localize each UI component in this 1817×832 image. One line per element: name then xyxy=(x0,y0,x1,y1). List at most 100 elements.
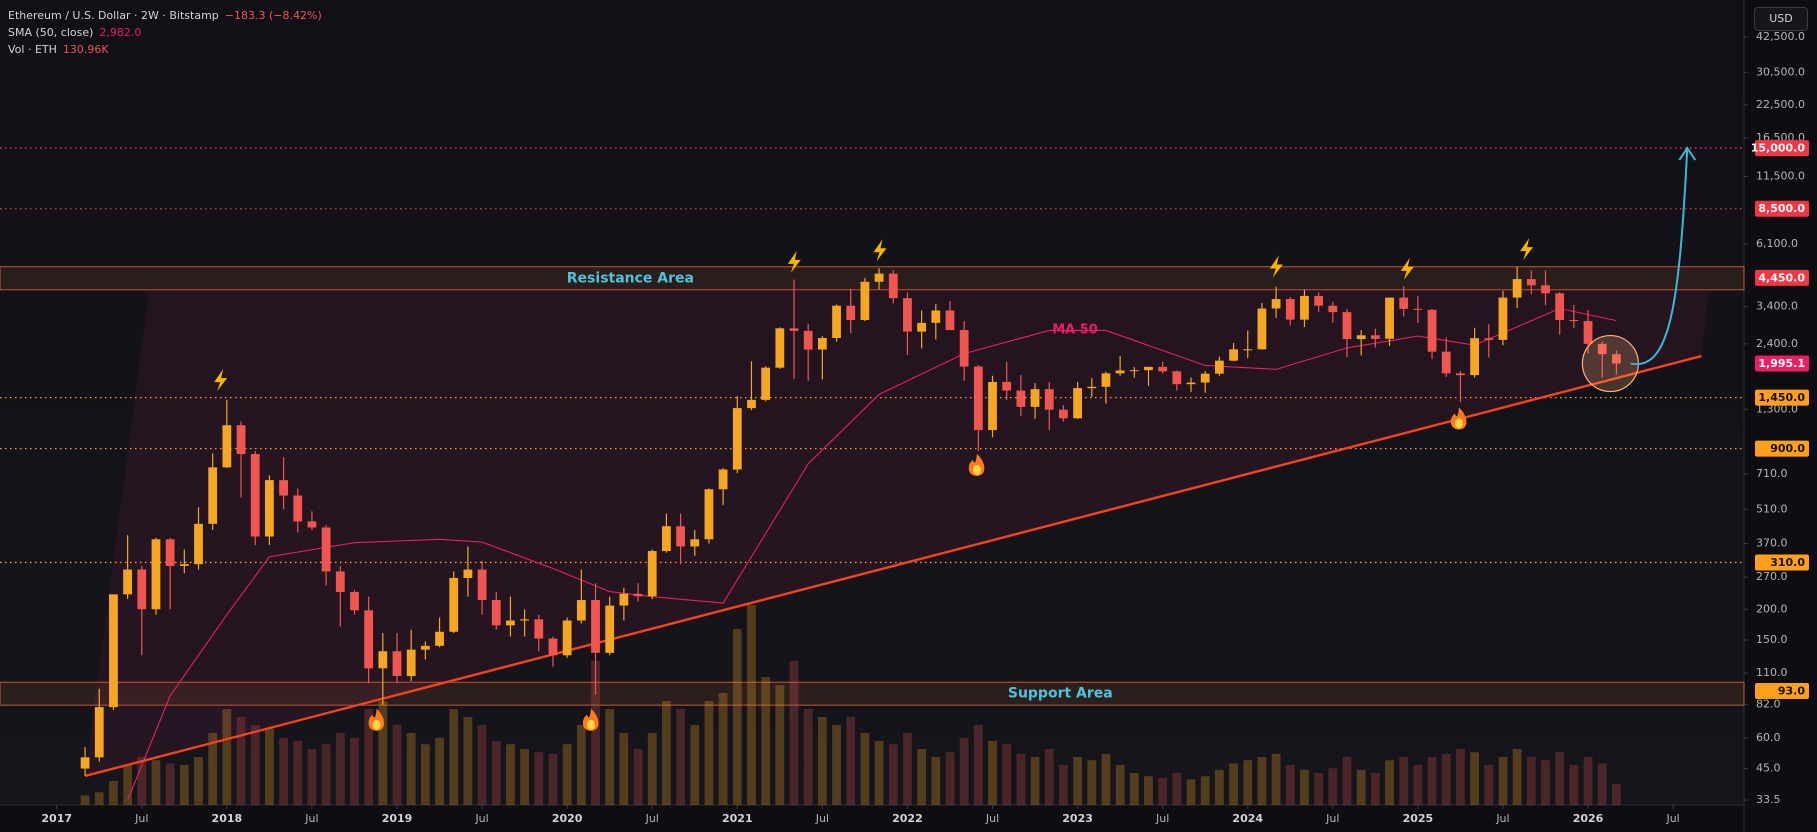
volume-bar xyxy=(463,717,473,805)
volume-bar xyxy=(491,741,501,805)
candle-body xyxy=(194,523,203,565)
vol-line: Vol · ETH 130.96K xyxy=(8,41,322,58)
volume-bar xyxy=(888,744,898,805)
volume-bar xyxy=(832,725,841,805)
candle-body xyxy=(973,366,983,431)
price-axis-background xyxy=(1744,0,1817,832)
volume-bar xyxy=(959,737,969,805)
y-tick-label: 510.0 xyxy=(1756,502,1788,515)
volume-bar xyxy=(1441,753,1451,805)
candle-body xyxy=(1002,381,1012,391)
candle-body xyxy=(364,610,374,669)
candle-body xyxy=(1441,351,1451,374)
candle-body xyxy=(420,645,430,650)
volume-bar xyxy=(250,725,260,805)
candle-body xyxy=(1413,308,1423,310)
zone xyxy=(0,266,1745,291)
volume-bar xyxy=(109,781,118,805)
trendline xyxy=(84,354,1702,778)
zone xyxy=(0,681,1745,706)
candle-body xyxy=(321,527,331,572)
candle-body xyxy=(662,526,671,552)
y-tick-label: 82.0 xyxy=(1756,697,1781,710)
candle-body xyxy=(1399,297,1409,309)
volume-bar xyxy=(137,757,147,805)
y-tick-label: 60.0 xyxy=(1756,731,1781,744)
x-tick-label: Jul xyxy=(985,812,999,825)
y-tick-label: 45.0 xyxy=(1756,762,1781,775)
volume-bar xyxy=(94,792,104,805)
volume-bar xyxy=(1300,769,1309,805)
candle-body xyxy=(732,408,742,470)
x-tick-label: Jul xyxy=(1325,812,1339,825)
volume-bar xyxy=(1555,752,1565,805)
volume-bar xyxy=(364,709,374,805)
candle-body xyxy=(1073,388,1082,419)
candle-body xyxy=(1229,349,1238,361)
currency-button[interactable]: USD xyxy=(1754,7,1808,31)
volume-bar xyxy=(548,753,558,805)
volume-bar xyxy=(151,760,161,805)
zone-label: Resistance Area xyxy=(567,270,694,286)
volume-bar xyxy=(1059,765,1068,805)
candle-body xyxy=(633,593,643,597)
symbol-line: Ethereum / U.S. Dollar · 2W · Bitstamp −1… xyxy=(8,7,322,24)
zone-label: Support Area xyxy=(1008,686,1113,702)
candle-body xyxy=(109,594,118,708)
x-tick-label: 2024 xyxy=(1232,812,1263,825)
change: −183.3 (−8.42%) xyxy=(224,9,322,22)
candle-body xyxy=(846,305,856,320)
volume-bar xyxy=(1073,757,1082,805)
x-tick-label: 2022 xyxy=(892,812,923,825)
candle-body xyxy=(1470,338,1479,376)
legend-header: Ethereum / U.S. Dollar · 2W · Bitstamp −1… xyxy=(8,7,322,58)
candle-body xyxy=(520,619,530,621)
candle-body xyxy=(817,337,827,350)
volume-bar xyxy=(1498,757,1508,805)
volume-bar xyxy=(619,733,629,805)
candle-body xyxy=(1243,349,1253,351)
volume-bar xyxy=(222,709,232,805)
candle-body xyxy=(1186,382,1196,385)
candle-body xyxy=(605,605,615,653)
y-tick-label: 11,500.0 xyxy=(1756,169,1805,182)
y-tick-label: 42,500.0 xyxy=(1756,30,1805,43)
volume-bar xyxy=(874,741,884,805)
volume-bar xyxy=(477,725,487,805)
volume-bar xyxy=(80,795,90,805)
volume-bar xyxy=(775,685,785,805)
y-tick-label: 150.0 xyxy=(1756,633,1788,646)
candle-body xyxy=(1115,370,1125,374)
candle-body xyxy=(1498,297,1508,340)
candle-body xyxy=(1583,321,1593,344)
level-label: 310.0 xyxy=(1770,556,1805,569)
volume-bar xyxy=(1569,765,1579,805)
volume-bar xyxy=(1370,773,1380,805)
candle-body xyxy=(1328,305,1338,313)
candle-body xyxy=(917,322,927,332)
candle-body xyxy=(449,577,459,632)
x-tick-label: Jul xyxy=(474,812,488,825)
volume-bar xyxy=(988,741,997,805)
candle-body xyxy=(591,600,600,653)
candle-body xyxy=(293,495,303,522)
volume-bar xyxy=(165,763,175,805)
volume-bar xyxy=(917,749,927,805)
candle-body xyxy=(1555,293,1565,320)
volume-bar xyxy=(1526,757,1536,805)
volume-bar xyxy=(1470,752,1479,805)
volume-bar xyxy=(761,677,771,805)
volume-bar xyxy=(789,661,799,805)
volume-bar xyxy=(973,725,983,805)
candle-body xyxy=(647,551,657,597)
candle-body xyxy=(165,539,175,566)
volume-bar xyxy=(1314,773,1324,805)
x-tick-label: Jul xyxy=(1495,812,1509,825)
volume-bar xyxy=(1271,753,1281,805)
volume-bar xyxy=(350,737,359,805)
volume-bar xyxy=(576,725,586,805)
volume-bar xyxy=(676,709,685,805)
volume-bar xyxy=(633,749,643,805)
level-label: 1,450.0 xyxy=(1758,391,1805,404)
